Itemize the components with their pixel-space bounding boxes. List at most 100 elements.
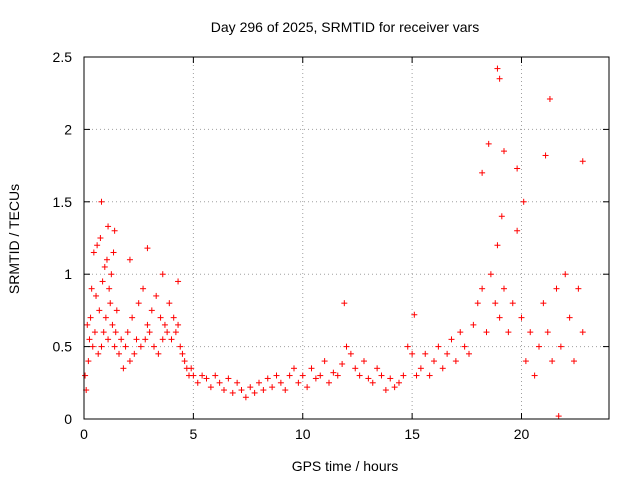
data-point [108,271,115,278]
data-point [540,300,547,307]
data-point [312,375,319,382]
data-point [97,235,104,241]
data-point [557,343,564,350]
data-point [155,350,162,357]
data-point [542,152,549,159]
data-point [400,372,407,379]
data-point [144,245,151,252]
data-point [417,365,424,372]
data-points [82,65,586,420]
data-point [94,242,101,249]
data-point [304,384,311,391]
x-tick-label: 0 [80,426,88,442]
data-point [116,350,122,357]
data-point [343,343,350,350]
data-point [148,307,155,314]
data-point [273,372,280,379]
data-point [295,379,302,386]
data-point [207,384,214,391]
data-point [479,285,486,292]
data-point [124,329,131,336]
data-point [84,321,91,328]
data-point [352,365,359,372]
data-point [110,249,117,256]
chart-title: Day 296 of 2025, SRMTID for receiver var… [211,19,479,35]
data-point [103,256,110,263]
data-point [509,300,516,307]
data-point [286,372,293,379]
data-point [166,300,173,307]
data-point [505,329,512,336]
data-point [111,343,118,350]
data-point [109,321,116,328]
data-point [175,278,182,285]
data-point [341,300,348,307]
data-point [181,358,188,365]
data-point [86,336,93,343]
data-point [413,372,420,379]
data-point [106,285,113,292]
data-point [90,249,97,256]
data-point [175,321,182,328]
data-point [531,372,538,379]
data-point [522,358,529,365]
data-point [212,372,219,379]
data-point [485,140,492,147]
data-point [170,314,177,321]
data-point [356,372,363,379]
data-point [247,384,254,391]
data-point [105,336,112,343]
data-point [492,300,499,307]
data-point [225,375,232,382]
data-point [544,329,551,336]
data-point [105,223,112,230]
data-point [151,343,157,350]
data-point [498,213,505,220]
data-point [514,165,521,172]
data-point [452,358,459,365]
data-point [411,311,418,318]
data-point [518,314,525,321]
data-point [494,242,501,249]
y-axis-title: SRMTID / TECUs [6,184,22,294]
data-point [435,343,442,350]
data-point [99,278,106,285]
data-point [122,343,129,350]
plot-frame [83,56,610,420]
data-point [299,372,306,379]
data-point [479,169,486,176]
y-tick-label: 1.5 [53,194,73,210]
data-point [161,321,168,328]
data-point [203,375,210,382]
data-point [144,321,151,328]
data-point [98,198,105,205]
data-point [113,307,120,314]
data-point [330,369,337,376]
data-point [177,343,184,350]
data-point [85,358,92,365]
data-point [317,372,324,379]
data-point [426,372,433,379]
data-point [126,358,133,365]
data-point [111,227,118,234]
data-point [448,336,455,343]
data-point [396,379,402,386]
data-point [146,329,153,336]
data-point [536,343,542,350]
data-point [579,158,586,165]
data-point [514,227,521,234]
data-point [277,379,284,386]
data-point [164,329,171,336]
data-point [483,329,490,336]
data-point [159,336,166,343]
data-point [282,387,289,394]
data-point [256,379,262,386]
data-point [120,365,127,372]
data-point [339,360,346,367]
data-point [555,413,562,420]
data-point [95,350,102,357]
data-point [140,285,147,292]
data-point [168,336,175,343]
data-point [571,358,577,365]
data-point [142,336,149,343]
